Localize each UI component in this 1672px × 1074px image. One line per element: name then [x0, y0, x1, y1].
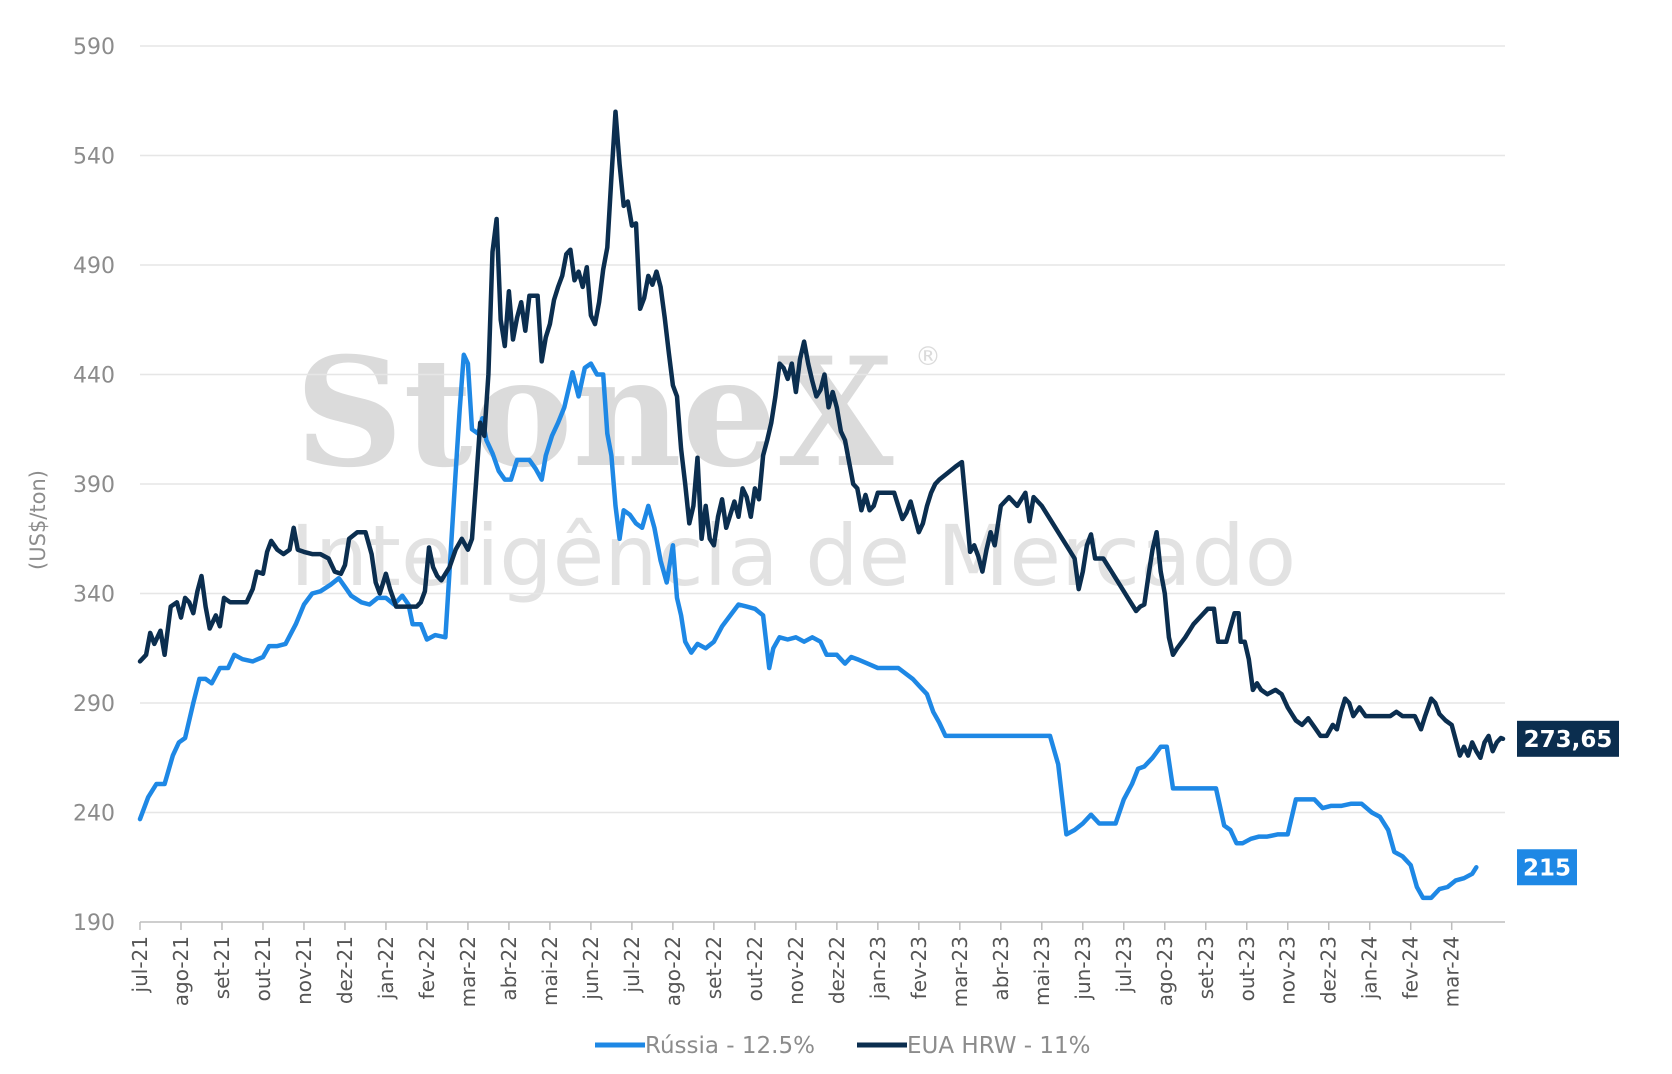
watermark: StoneX ® Inteligência de Mercado — [290, 325, 1296, 605]
end-label-box-2 — [1517, 720, 1619, 757]
watermark-tagline: Inteligência de Mercado — [290, 507, 1296, 605]
x-tick-label: abr-22 — [497, 936, 521, 1001]
y-tick-label: 290 — [73, 692, 115, 717]
x-tick-label: set-23 — [1194, 936, 1218, 999]
x-tick-label: jul-23 — [1112, 936, 1136, 993]
end-label-box-1 — [1517, 849, 1577, 886]
x-tick-label: ago-21 — [169, 936, 193, 1006]
watermark-registered: ® — [915, 342, 941, 372]
x-tick-label: dez-22 — [825, 936, 849, 1004]
x-tick-label: jan-24 — [1358, 936, 1382, 1000]
series-group — [137, 109, 1506, 901]
x-tick-label: set-21 — [210, 936, 234, 999]
x-tick-label: nov-23 — [1276, 936, 1300, 1005]
series-line-1 — [137, 352, 1479, 901]
x-tick-label: mar-24 — [1440, 936, 1464, 1007]
x-tick-label: dez-21 — [333, 936, 357, 1004]
x-tick-label: fev-23 — [907, 936, 931, 999]
end-label-2: 273,65 — [1524, 727, 1613, 753]
x-tick-label: set-22 — [702, 936, 726, 999]
x-tick-label: out-23 — [1235, 936, 1259, 1001]
y-tick-label: 240 — [73, 802, 115, 827]
x-tick-label: mai-22 — [538, 936, 562, 1006]
y-tick-label: 190 — [73, 911, 115, 936]
x-tick-label: nov-21 — [292, 936, 316, 1005]
x-tick-label: fev-22 — [415, 936, 439, 999]
end-labels: 215 273,65 — [1517, 720, 1619, 886]
watermark-brand: StoneX — [295, 325, 894, 501]
x-tick-label: jun-23 — [1071, 936, 1095, 1001]
x-tick-label: ago-22 — [661, 936, 685, 1006]
x-tick-label: ago-23 — [1153, 936, 1177, 1006]
x-axis: jul-21 ago-21 set-21 out-21 nov-21 dez-21 jan-… — [128, 921, 1505, 1007]
x-tick-label: fev-24 — [1399, 936, 1423, 999]
x-tick-label: nov-22 — [784, 936, 808, 1005]
x-tick-label: jul-21 — [128, 936, 152, 993]
x-tick-label: jul-22 — [620, 936, 644, 993]
end-label-1: 215 — [1523, 855, 1571, 881]
y-axis-label: (US$/ton) — [26, 470, 50, 570]
y-tick-label: 590 — [73, 35, 115, 60]
y-tick-label: 390 — [73, 473, 115, 498]
legend: Rússia - 12.5% EUA HRW - 11% — [595, 1033, 1091, 1059]
x-tick-label: out-22 — [743, 936, 767, 1001]
x-tick-label: jun-22 — [579, 936, 603, 1001]
series-line-2 — [137, 109, 1506, 761]
x-tick-label: abr-23 — [989, 936, 1013, 1001]
legend-label-1: Rússia - 12.5% — [645, 1033, 815, 1059]
y-axis-ticks: 590 540 490 440 390 340 290 240 190 — [73, 35, 115, 936]
y-tick-label: 440 — [73, 364, 115, 389]
y-tick-label: 540 — [73, 145, 115, 170]
y-tick-label: 490 — [73, 254, 115, 279]
x-tick-label: out-21 — [251, 936, 275, 1001]
y-tick-label: 340 — [73, 583, 115, 608]
x-tick-label: dez-23 — [1317, 936, 1341, 1004]
x-tick-label: mar-23 — [948, 936, 972, 1007]
x-tick-label: jan-23 — [866, 936, 890, 1000]
legend-label-2: EUA HRW - 11% — [907, 1033, 1091, 1059]
x-tick-label: mar-22 — [456, 936, 480, 1007]
x-tick-label: jan-22 — [374, 936, 398, 1000]
x-tick-label: mai-23 — [1030, 936, 1054, 1006]
